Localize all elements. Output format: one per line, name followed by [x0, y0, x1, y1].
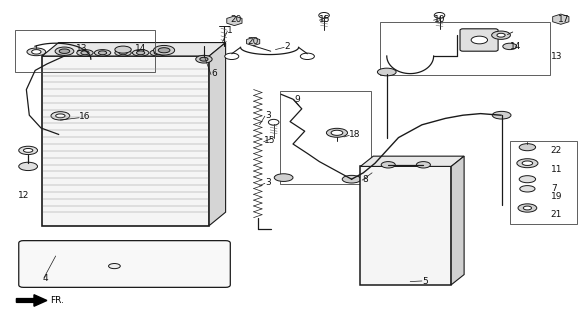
Bar	[510, 141, 577, 224]
Ellipse shape	[326, 128, 347, 137]
Ellipse shape	[154, 51, 162, 55]
Text: FR.: FR.	[50, 296, 64, 305]
Ellipse shape	[19, 146, 38, 155]
Text: 20: 20	[230, 15, 241, 24]
Ellipse shape	[200, 57, 208, 61]
Ellipse shape	[150, 50, 166, 56]
Ellipse shape	[520, 186, 535, 192]
Text: 14: 14	[510, 42, 521, 51]
Text: 2: 2	[284, 42, 290, 51]
Ellipse shape	[55, 47, 74, 55]
Ellipse shape	[132, 50, 149, 56]
Text: 22: 22	[551, 146, 562, 155]
Text: 15: 15	[264, 136, 275, 145]
Polygon shape	[451, 156, 464, 285]
Text: 5: 5	[422, 277, 428, 286]
Text: 14: 14	[135, 44, 146, 52]
Polygon shape	[16, 295, 47, 306]
Ellipse shape	[522, 161, 533, 165]
Bar	[15, 30, 155, 72]
Ellipse shape	[416, 162, 430, 168]
Text: 18: 18	[349, 130, 361, 139]
Ellipse shape	[32, 50, 41, 54]
Text: 13: 13	[551, 52, 563, 60]
Ellipse shape	[377, 68, 396, 76]
Ellipse shape	[98, 51, 107, 55]
Bar	[42, 56, 209, 226]
Text: 4: 4	[42, 274, 48, 283]
Ellipse shape	[51, 112, 70, 120]
Ellipse shape	[196, 55, 212, 63]
Text: 3: 3	[265, 111, 271, 120]
Ellipse shape	[331, 130, 343, 135]
Ellipse shape	[301, 53, 314, 60]
Ellipse shape	[108, 264, 120, 269]
Ellipse shape	[523, 206, 532, 210]
Ellipse shape	[519, 176, 536, 183]
Text: 7: 7	[551, 184, 557, 193]
Ellipse shape	[503, 43, 517, 50]
Ellipse shape	[492, 111, 511, 119]
Text: 6: 6	[211, 69, 217, 78]
Text: 17: 17	[558, 15, 570, 24]
Polygon shape	[42, 43, 226, 56]
Ellipse shape	[492, 31, 510, 39]
Ellipse shape	[434, 12, 445, 18]
Polygon shape	[360, 156, 464, 166]
Ellipse shape	[77, 50, 93, 56]
Text: 16: 16	[79, 112, 91, 121]
Bar	[280, 91, 371, 184]
Ellipse shape	[274, 174, 293, 181]
Bar	[360, 166, 451, 285]
Ellipse shape	[154, 45, 175, 55]
Text: 8: 8	[362, 175, 368, 184]
Ellipse shape	[119, 51, 127, 55]
Ellipse shape	[268, 119, 279, 125]
Polygon shape	[209, 43, 226, 226]
Text: 20: 20	[247, 37, 258, 46]
Ellipse shape	[81, 51, 89, 55]
Ellipse shape	[115, 46, 131, 53]
Ellipse shape	[59, 49, 70, 53]
FancyBboxPatch shape	[460, 29, 498, 51]
Ellipse shape	[381, 162, 395, 168]
Ellipse shape	[19, 162, 38, 171]
Ellipse shape	[319, 12, 329, 18]
Ellipse shape	[517, 159, 538, 168]
Text: 3: 3	[265, 178, 271, 187]
Ellipse shape	[471, 36, 488, 44]
Ellipse shape	[56, 114, 65, 118]
Text: 10: 10	[434, 15, 445, 24]
Ellipse shape	[342, 175, 361, 183]
Ellipse shape	[519, 144, 536, 151]
Text: 19: 19	[551, 192, 563, 201]
Text: 9: 9	[294, 95, 300, 104]
Text: 21: 21	[551, 210, 562, 219]
Ellipse shape	[518, 204, 537, 212]
Bar	[380, 22, 550, 75]
FancyBboxPatch shape	[19, 241, 230, 287]
Ellipse shape	[115, 50, 131, 56]
Text: 13: 13	[76, 44, 88, 52]
Ellipse shape	[225, 53, 239, 60]
Ellipse shape	[137, 51, 145, 55]
Ellipse shape	[158, 48, 170, 53]
Text: 15: 15	[319, 15, 331, 24]
Ellipse shape	[497, 33, 505, 37]
Text: 12: 12	[18, 191, 29, 200]
Text: 11: 11	[551, 165, 563, 174]
Ellipse shape	[94, 50, 111, 56]
Ellipse shape	[27, 48, 46, 56]
Text: 1: 1	[227, 26, 233, 35]
Ellipse shape	[23, 148, 33, 152]
